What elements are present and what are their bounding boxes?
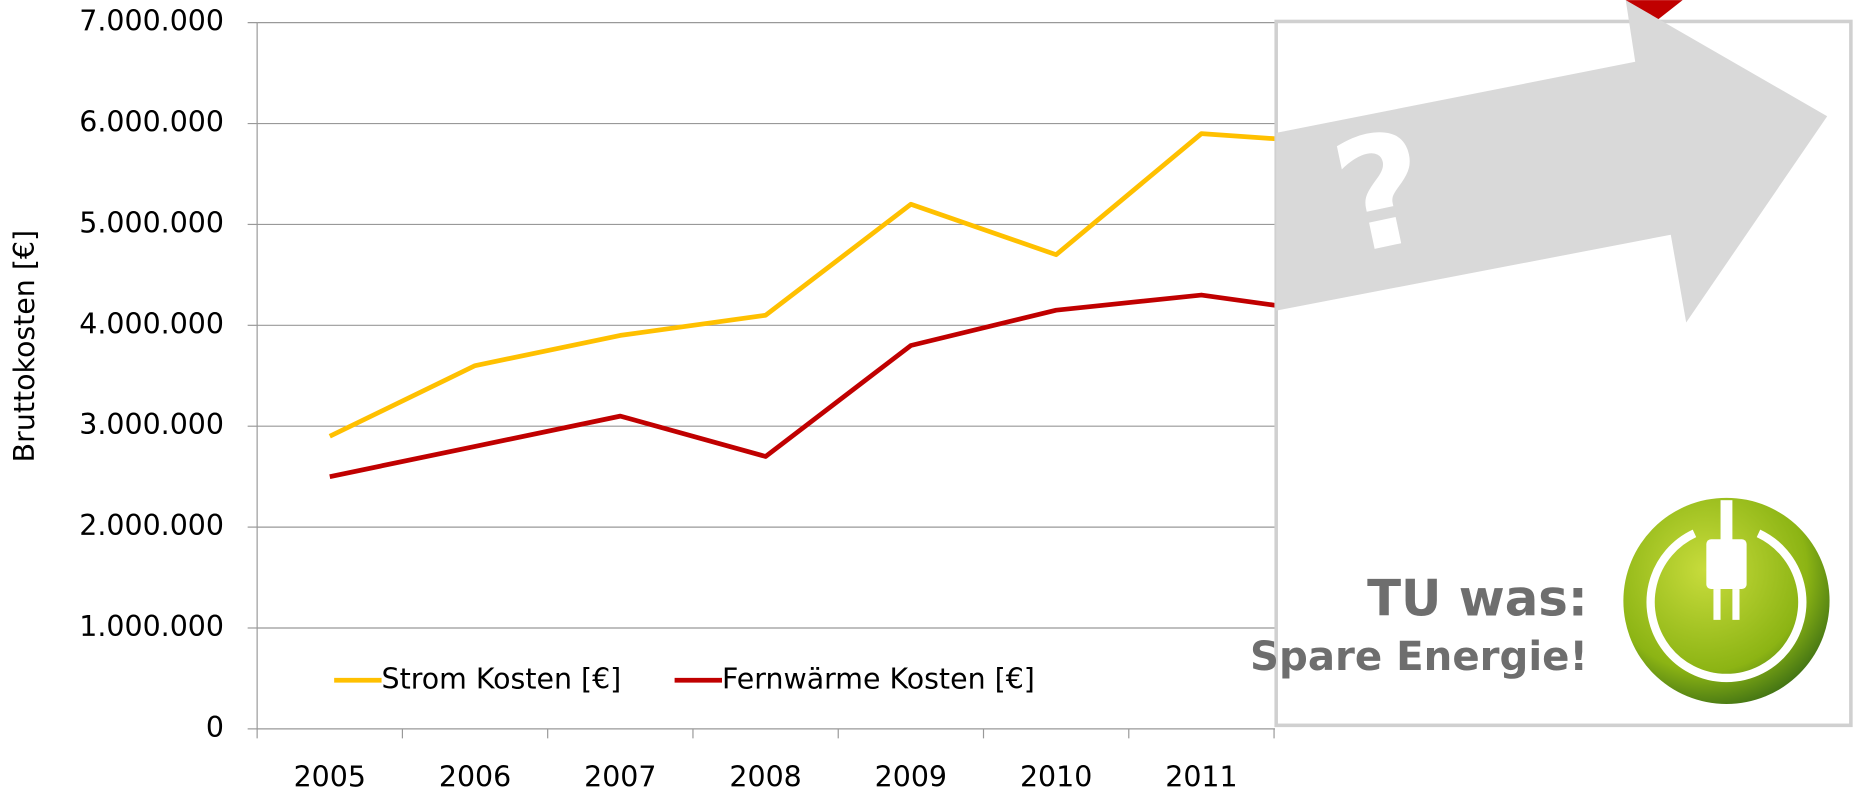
y-tick-label: 0 (206, 711, 224, 744)
x-tick-label: 2005 (294, 761, 366, 793)
page: {"chart_data": {"type": "line", "y_label… (0, 0, 1858, 797)
plug-pin (1732, 589, 1739, 620)
plug (1706, 539, 1746, 589)
plot-area: 2005 2006 2007 2008 2009 2010 2011 Strom Kosten… (248, 23, 1420, 793)
legend-label: Fernwärme Kosten [€] (722, 662, 1035, 695)
x-tick-label: 2009 (875, 761, 947, 793)
x-tick-label: 2010 (1020, 761, 1092, 793)
plug-pin (1713, 589, 1720, 620)
y-axis-title: Bruttokosten [€] (8, 230, 41, 462)
y-tick-label: 4.000.000 (79, 307, 224, 340)
x-tick-label: 2008 (729, 761, 801, 793)
chart: 2005 2006 2007 2008 2009 2010 2011 Strom Kosten… (0, 0, 1858, 793)
series-line (330, 295, 1347, 477)
y-tick-label: 5.000.000 (79, 206, 224, 239)
logo-text: TU was: (1367, 570, 1588, 628)
y-tick-label: 3.000.000 (79, 408, 224, 441)
x-tick-label: 2007 (584, 761, 656, 793)
y-tick-label: 2.000.000 (79, 509, 224, 542)
plug-cord (1721, 500, 1733, 543)
y-tick-label: 7.000.000 (79, 5, 224, 38)
y-tick-label: 1.000.000 (79, 610, 224, 643)
logo-text: Spare Energie! (1250, 634, 1588, 680)
series-line (330, 134, 1347, 437)
overlay: ? TU was: Spare Energie! (1250, 0, 1851, 725)
legend-label: Strom Kosten [€] (382, 662, 622, 695)
y-tick-label: 6.000.000 (79, 106, 224, 139)
x-tick-label: 2011 (1165, 761, 1237, 793)
x-tick-label: 2006 (439, 761, 511, 793)
